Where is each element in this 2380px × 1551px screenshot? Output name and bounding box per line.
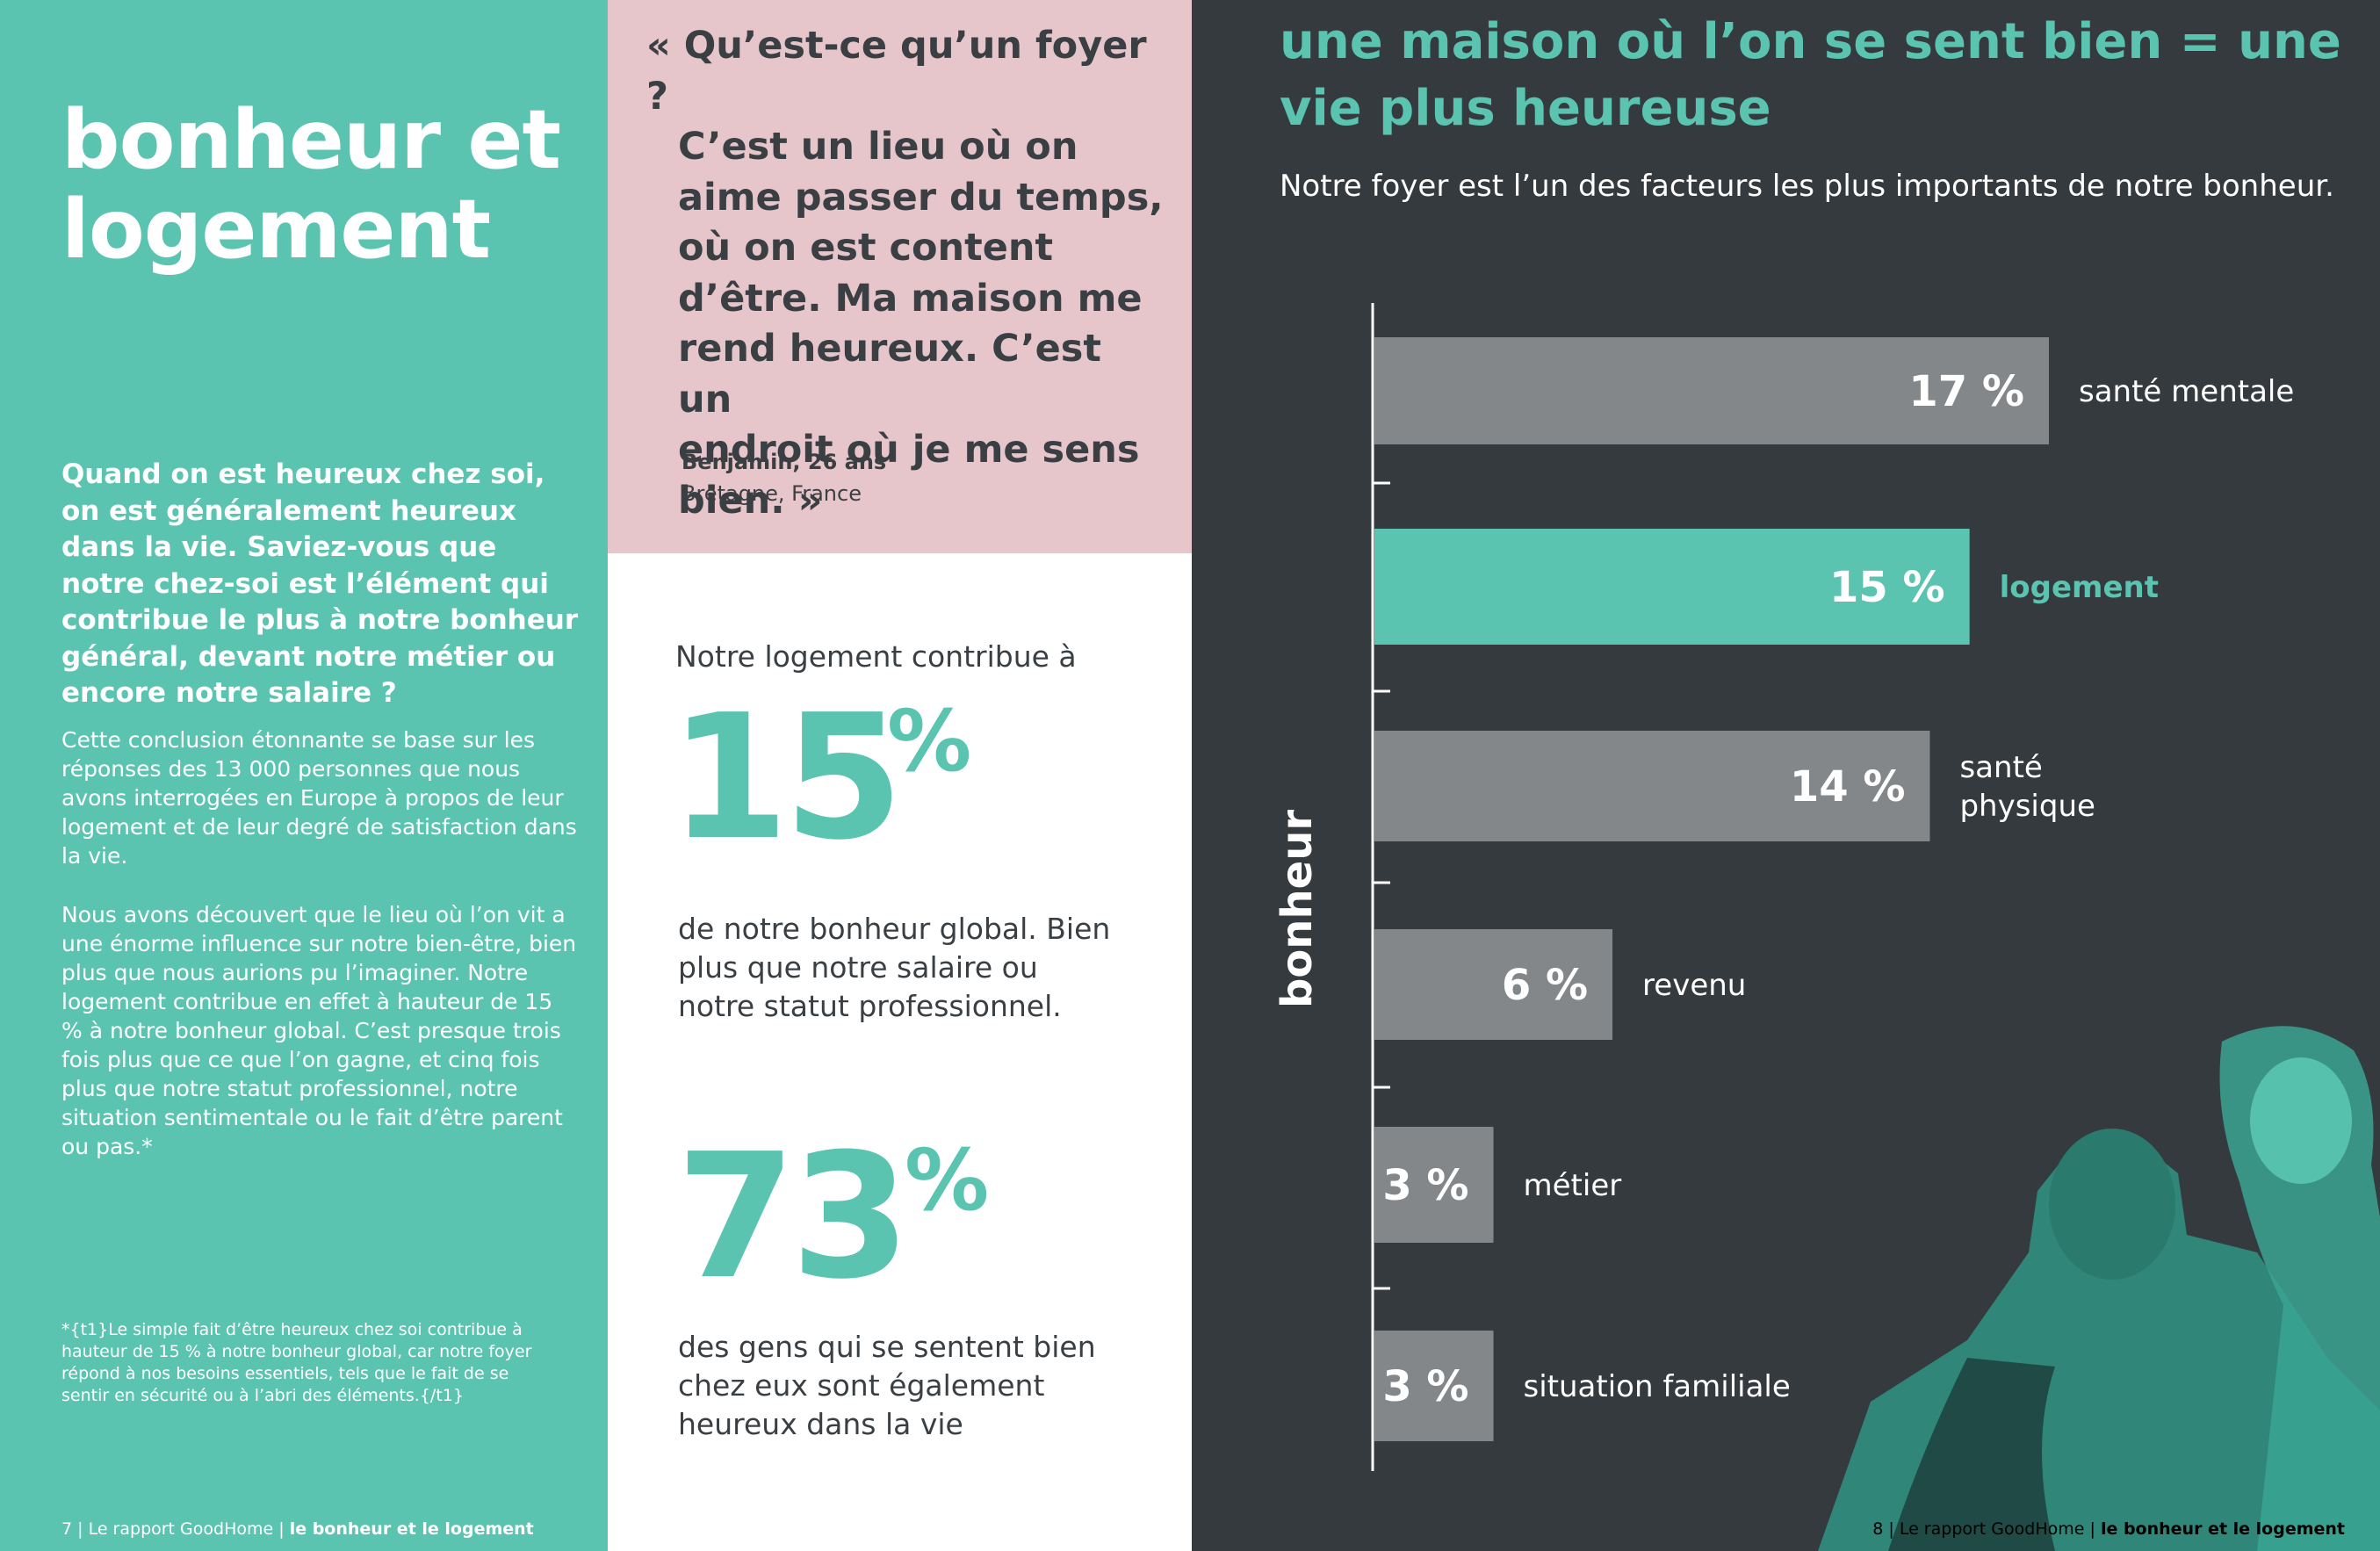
quote-author: Benjamin, 26 ans: [682, 450, 887, 474]
left-panel: bonheur et logement Quand on est heureux…: [0, 0, 608, 1551]
bar: [1374, 731, 1930, 841]
people-photo: [1818, 1026, 2380, 1551]
bar-category-label: revenu: [1642, 968, 1746, 1003]
bar-value-label: 14 %: [1790, 762, 1906, 812]
bar: [1374, 929, 1613, 1040]
bar-value-label: 6 %: [1502, 961, 1588, 1010]
quote-line: où on est content: [678, 226, 1054, 270]
page-footer-left: 7 | Le rapport GoodHome | le bonheur et …: [61, 1519, 534, 1539]
footnote: *{t1}Le simple fait d’être heureux chez …: [61, 1320, 532, 1405]
bar: [1374, 1127, 1494, 1243]
body-paragraph-2: Nous avons découvert que le lieu où l’on…: [61, 902, 577, 1159]
chart-headline: une maison où l’on se sent bien = une vi…: [1280, 13, 2341, 137]
quote-line: rend heureux. C’est un: [678, 327, 1101, 422]
quote-text: « Qu’est-ce qu’un foyer ? C’est un lieu o…: [646, 21, 1165, 526]
stat1-value: 15: [669, 678, 904, 878]
quote-line: bien. »: [678, 478, 823, 523]
y-axis-label: bonheur: [1273, 809, 1322, 1009]
bar-value-label: 3 %: [1382, 1362, 1468, 1411]
stat1-lead: Notre logement contribue à: [675, 639, 1077, 674]
stat2-value: 73: [676, 1117, 911, 1317]
bar-category-label: métier: [1524, 1168, 1622, 1203]
bar: [1374, 1331, 1494, 1441]
intro-paragraph: Quand on est heureux chez soi, on est gé…: [61, 458, 579, 709]
page-title: bonheur et logement: [61, 95, 588, 275]
title-line-2: logement: [61, 182, 491, 278]
quote-line: « Qu’est-ce qu’un foyer ?: [646, 24, 1147, 119]
body-paragraph-1: Cette conclusion étonnante se base sur l…: [61, 727, 577, 869]
chart-subtitle: Notre foyer est l’un des facteurs les pl…: [1280, 169, 2334, 204]
bar-category-label: physique: [1959, 789, 2095, 824]
middle-panel: « Qu’est-ce qu’un foyer ? C’est un lieu o…: [608, 0, 1192, 1551]
bar-value-label: 3 %: [1382, 1161, 1468, 1210]
bar-category-label: santé: [1959, 750, 2042, 785]
page-footer-right: 8 | Le rapport GoodHome | le bonheur et …: [1872, 1519, 2345, 1539]
quote-line: aime passer du temps,: [678, 175, 1164, 220]
stat2-unit: %: [905, 1131, 990, 1230]
right-panel: une maison où l’on se sent bien = une vi…: [1192, 0, 2380, 1551]
bar-category-label: santé mentale: [2079, 374, 2294, 409]
title-line-1: bonheur et: [61, 92, 561, 187]
page-number: 7 | Le rapport GoodHome |: [61, 1519, 290, 1539]
stat1-text: de notre bonheur global. Bien plus que n…: [678, 912, 1111, 1023]
bar: [1374, 337, 2049, 444]
quote-line: d’être. Ma maison me: [678, 276, 1143, 321]
quote-line: C’est un lieu où on: [678, 125, 1078, 169]
page-number: 8 | Le rapport GoodHome |: [1872, 1519, 2101, 1539]
quote-line: endroit où je me sens: [678, 428, 1140, 472]
bar-value-label: 15 %: [1829, 563, 1945, 612]
page-section: le bonheur et le logement: [289, 1519, 534, 1539]
bar: [1374, 529, 1970, 645]
page-section: le bonheur et le logement: [2100, 1519, 2345, 1539]
quote-box: « Qu’est-ce qu’un foyer ? C’est un lieu o…: [608, 0, 1192, 553]
bar-value-label: 17 %: [1908, 367, 2024, 416]
bar-chart: 17 % santé mentale 15 % logement 14 % santé ph…: [1371, 303, 2294, 1471]
bar-category-label: logement: [2000, 570, 2159, 605]
bar-category-label: situation familiale: [1524, 1369, 1791, 1404]
stat1-unit: %: [887, 692, 972, 790]
quote-location: Bretagne, France: [682, 481, 862, 506]
stat2-text: des gens qui se sentent bien chez eux so…: [678, 1330, 1096, 1441]
